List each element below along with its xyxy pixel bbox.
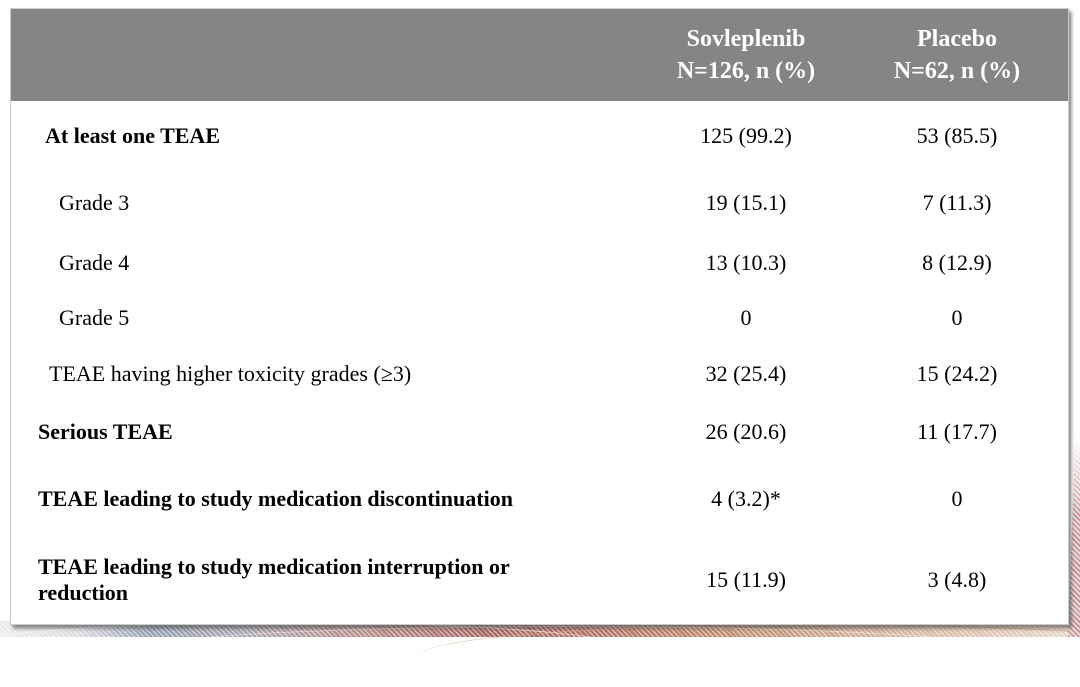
sovleplenib-value-cell: 32 (25.4) xyxy=(705,360,787,386)
row-label-cell: TEAE leading to study medication discont… xyxy=(11,486,616,512)
sovleplenib-value-cell: 0 xyxy=(740,305,752,331)
table-header-row: Sovleplenib N=126, n (%) Placebo N=62, n… xyxy=(11,9,1068,101)
table-row: Serious TEAE 26 (20.6) 11 (17.7) xyxy=(11,402,1068,463)
header-drug-name: Sovleplenib xyxy=(686,25,806,52)
row-label: TEAE leading to study medication interru… xyxy=(38,554,510,606)
teae-summary-table: Sovleplenib N=126, n (%) Placebo N=62, n… xyxy=(10,8,1069,625)
row-label: Serious TEAE xyxy=(38,419,173,445)
footer-swoosh-arc xyxy=(120,626,1020,679)
footer-swoosh-arc xyxy=(0,622,640,683)
sovleplenib-value-cell: 125 (99.2) xyxy=(700,122,792,148)
header-placebo-n: N=62, n (%) xyxy=(893,57,1021,84)
table-row: TEAE leading to study medication interru… xyxy=(11,536,1068,624)
row-label-cell: Serious TEAE xyxy=(11,419,616,445)
placebo-value-cell: 15 (24.2) xyxy=(916,360,998,386)
sovleplenib-value-cell: 15 (11.9) xyxy=(706,567,786,593)
table-row: At least one TEAE 125 (99.2) 53 (85.5) xyxy=(11,101,1068,171)
row-label-cell: TEAE leading to study medication interru… xyxy=(11,554,616,606)
row-label: Grade 3 xyxy=(59,189,130,215)
row-label: TEAE leading to study medication discont… xyxy=(38,486,513,512)
row-label-cell: TEAE having higher toxicity grades (≥3) xyxy=(11,361,616,387)
row-label-cell: Grade 3 xyxy=(11,190,616,216)
row-label: Grade 4 xyxy=(59,250,130,276)
header-col-placebo: Placebo N=62, n (%) xyxy=(876,23,1068,87)
row-label-cell: At least one TEAE xyxy=(11,123,616,149)
sovleplenib-value-cell: 13 (10.3) xyxy=(705,250,787,276)
placebo-value-cell: 0 xyxy=(951,486,963,512)
placebo-value-cell: 3 (4.8) xyxy=(927,567,987,593)
slide-edge-hatch-decoration xyxy=(1068,438,1080,637)
footer-swoosh-arc xyxy=(420,624,1080,687)
row-label: TEAE having higher toxicity grades (≥3) xyxy=(49,360,412,386)
placebo-value-cell: 53 (85.5) xyxy=(916,122,998,148)
row-label: At least one TEAE xyxy=(45,122,220,148)
table-row: Grade 5 0 0 xyxy=(11,291,1068,346)
placebo-value-cell: 0 xyxy=(951,305,963,331)
sovleplenib-value-cell: 19 (15.1) xyxy=(705,189,787,215)
table-row: TEAE leading to study medication discont… xyxy=(11,463,1068,537)
sovleplenib-value-cell: 4 (3.2)* xyxy=(711,486,781,512)
row-label-cell: Grade 4 xyxy=(11,250,616,276)
row-label: Grade 5 xyxy=(59,305,130,331)
header-drug-n: N=126, n (%) xyxy=(676,57,816,84)
table-row: Grade 3 19 (15.1) 7 (11.3) xyxy=(11,170,1068,235)
header-placebo-name: Placebo xyxy=(917,25,997,52)
slide-canvas: Sovleplenib N=126, n (%) Placebo N=62, n… xyxy=(0,8,1080,637)
row-label-cell: Grade 5 xyxy=(11,305,616,331)
table-row: Grade 4 13 (10.3) 8 (12.9) xyxy=(11,235,1068,291)
placebo-value-cell: 7 (11.3) xyxy=(922,189,992,215)
placebo-value-cell: 8 (12.9) xyxy=(922,250,992,276)
table-row: TEAE having higher toxicity grades (≥3) … xyxy=(11,346,1068,402)
header-col-sovleplenib: Sovleplenib N=126, n (%) xyxy=(616,23,876,87)
sovleplenib-value-cell: 26 (20.6) xyxy=(705,419,787,445)
placebo-value-cell: 11 (17.7) xyxy=(917,419,997,445)
